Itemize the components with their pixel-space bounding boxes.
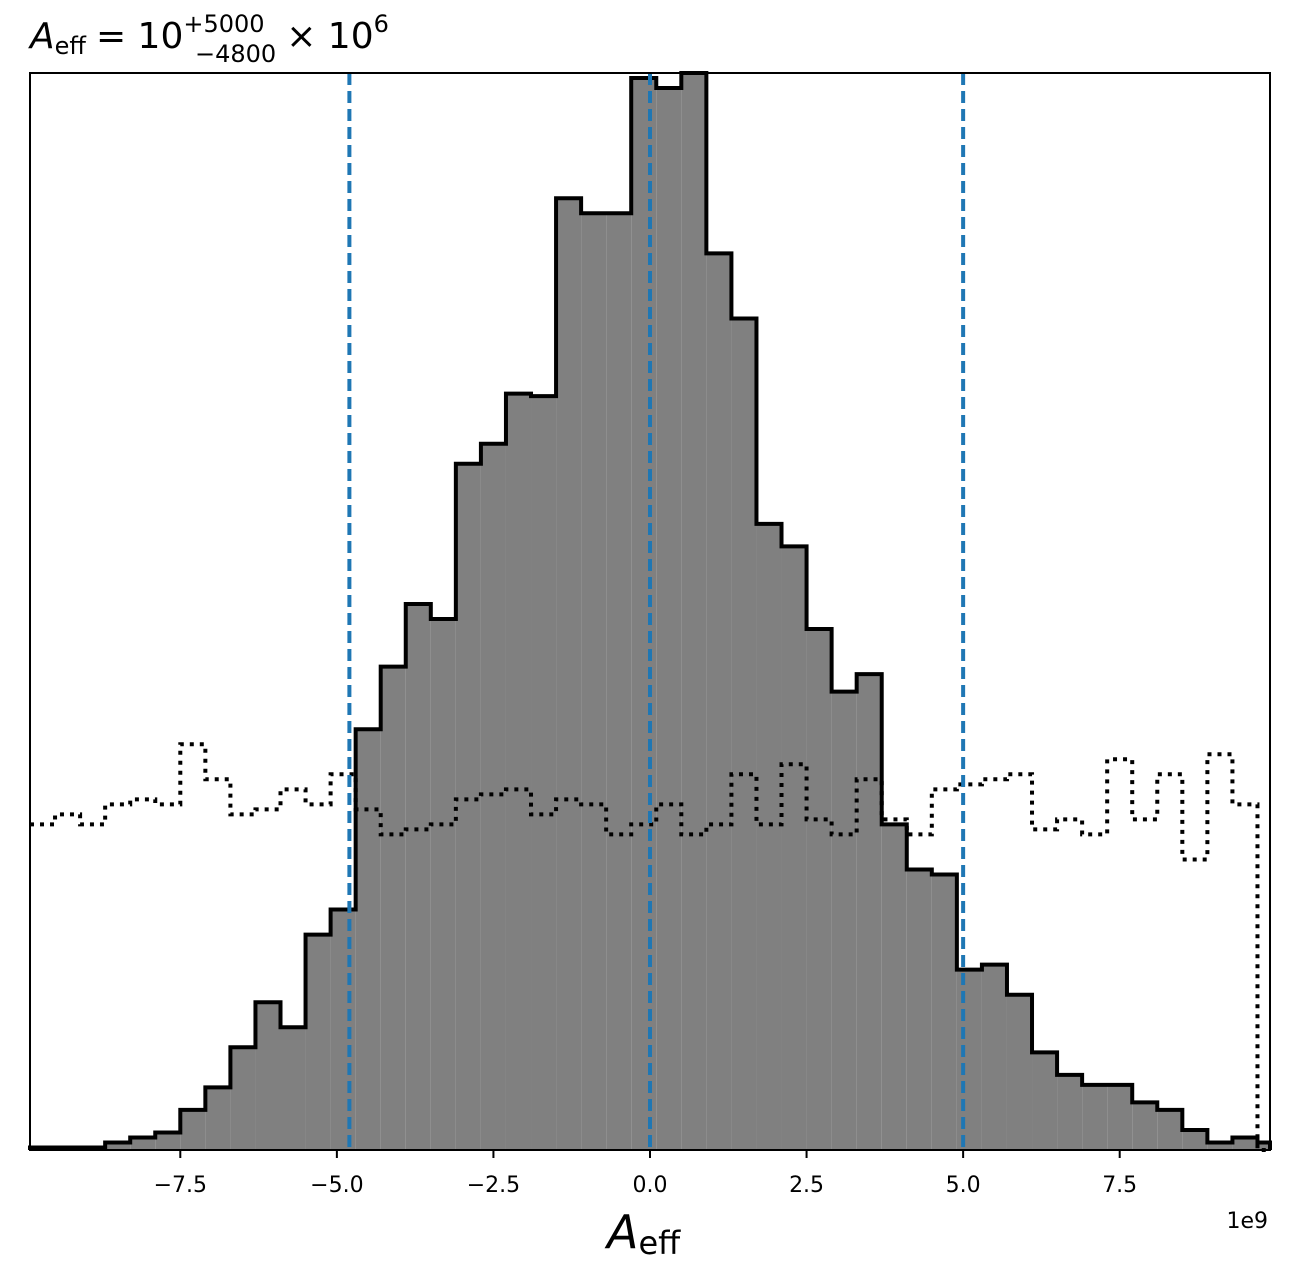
title-upper-error: +5000: [183, 10, 264, 38]
posterior-bar: [255, 1002, 281, 1150]
posterior-outline: [28, 71, 1272, 1150]
posterior-bar: [1182, 1129, 1208, 1150]
x-tick-label: 0.0: [633, 1173, 668, 1198]
posterior-bar: [1006, 994, 1033, 1150]
posterior-bar: [1107, 1084, 1133, 1150]
posterior-bar: [681, 73, 707, 1150]
title-exponent: 6: [374, 10, 389, 38]
posterior-bar: [881, 824, 907, 1150]
posterior-bar: [330, 909, 356, 1150]
posterior-bar: [531, 396, 557, 1151]
xlabel-subscript: eff: [638, 1224, 681, 1262]
posterior-bar: [831, 691, 857, 1150]
x-axis-label: Aeff: [604, 1205, 681, 1262]
x-axis-ticks: −7.5 −5.0 −2.5 0.0 2.5 5.0 7.5: [154, 1150, 1137, 1198]
posterior-bar: [931, 874, 957, 1150]
title-subscript: eff: [55, 32, 87, 60]
plot-area: [28, 71, 1272, 1152]
posterior-bar: [230, 1047, 256, 1150]
posterior-bar: [405, 603, 431, 1150]
posterior-bar: [1132, 1102, 1158, 1150]
x-tick-label: −5.0: [310, 1173, 363, 1198]
posterior-bar: [656, 88, 682, 1150]
posterior-bar: [130, 1137, 156, 1150]
posterior-bar: [380, 666, 406, 1150]
posterior-bar: [956, 969, 982, 1150]
posterior-bar: [556, 198, 582, 1151]
posterior-bar: [756, 523, 782, 1150]
posterior-bar: [981, 964, 1007, 1150]
posterior-bar: [906, 869, 932, 1150]
posterior-bar: [480, 443, 506, 1151]
title-symbol: A: [28, 16, 55, 57]
posterior-bar: [455, 463, 481, 1150]
posterior-bar: [631, 78, 657, 1151]
posterior-bar: [781, 546, 807, 1150]
posterior-bar: [1057, 1074, 1083, 1150]
x-tick-label: −2.5: [467, 1173, 520, 1198]
posterior-bar: [856, 674, 882, 1150]
posterior-bar: [1207, 1142, 1233, 1150]
posterior-bar: [806, 629, 832, 1150]
posterior-bar: [280, 1027, 306, 1150]
posterior-bar: [606, 213, 632, 1150]
posterior-bar: [1032, 1052, 1058, 1150]
xlabel-symbol: A: [604, 1205, 638, 1259]
posterior-bar: [155, 1132, 181, 1150]
prior-outline: [30, 742, 1270, 1152]
title-lower-error: −4800: [195, 40, 276, 68]
title-multiplier: × 10: [286, 16, 373, 57]
x-tick-label: 2.5: [789, 1173, 824, 1198]
posterior-bar: [430, 619, 456, 1150]
posterior-bar: [1157, 1109, 1183, 1150]
posterior-bar: [581, 213, 607, 1150]
x-tick-label: 7.5: [1102, 1173, 1137, 1198]
posterior-bar: [1257, 1142, 1270, 1150]
posterior-bar: [731, 318, 757, 1150]
posterior-bar: [105, 1142, 131, 1150]
x-tick-label: −7.5: [154, 1173, 207, 1198]
posterior-bar: [706, 253, 732, 1150]
title-equals: = 10: [96, 16, 183, 57]
posterior-bar: [355, 729, 381, 1150]
posterior-bar: [205, 1087, 231, 1150]
x-tick-label: 5.0: [946, 1173, 981, 1198]
posterior-bar: [305, 934, 331, 1150]
posterior-bar: [180, 1109, 206, 1150]
chart-title: Aeff = 10+5000 −4800 × 106: [28, 10, 389, 68]
posterior-bar: [1232, 1137, 1258, 1150]
posterior-bar: [505, 393, 532, 1150]
posterior-bar: [1082, 1084, 1108, 1150]
x-offset-text: 1e9: [1226, 1209, 1268, 1234]
